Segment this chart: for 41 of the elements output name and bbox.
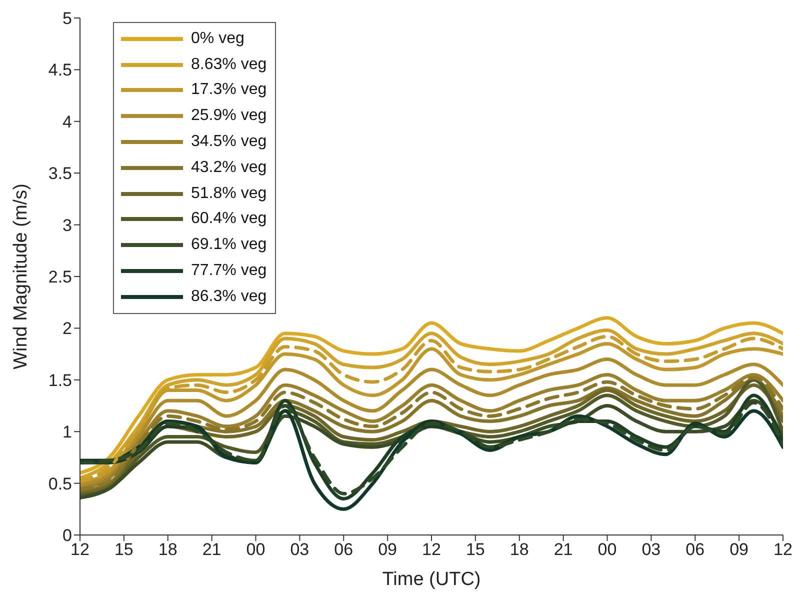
- y-tick-label: 2.5: [48, 268, 72, 287]
- legend-label: 69.1% veg: [191, 236, 267, 254]
- x-tick-label: 21: [202, 540, 222, 560]
- x-tick-label: 00: [246, 540, 266, 560]
- y-tick-label: 4: [62, 112, 72, 132]
- legend-label: 34.5% veg: [191, 133, 267, 152]
- x-tick-label: 09: [378, 540, 398, 560]
- legend-label: 25.9% veg: [191, 107, 267, 126]
- x-tick-label: 18: [158, 540, 178, 560]
- x-tick-label: 18: [510, 540, 529, 560]
- y-tick-label: 3: [62, 216, 72, 235]
- legend-label: 60.4% veg: [191, 210, 267, 228]
- legend-label: 0% veg: [191, 30, 244, 48]
- x-tick-label: 03: [642, 540, 661, 560]
- y-tick-label: 5: [62, 9, 72, 28]
- y-tick-label: 4.5: [48, 60, 72, 80]
- x-tick-label: 09: [730, 540, 749, 560]
- x-tick-label: 06: [334, 540, 354, 560]
- x-tick-label: 03: [290, 540, 310, 560]
- y-tick-label: 1: [62, 422, 72, 442]
- x-tick-label: 06: [686, 540, 705, 560]
- x-axis-title: Time (UTC): [382, 569, 481, 590]
- legend-label: 51.8% veg: [191, 184, 267, 203]
- y-tick-label: 1.5: [48, 370, 72, 390]
- y-tick-label: 0.5: [48, 474, 72, 494]
- x-tick-label: 12: [774, 540, 792, 560]
- x-tick-label: 15: [466, 540, 485, 560]
- y-tick-label: 3.5: [48, 164, 72, 184]
- x-tick-label: 21: [554, 540, 573, 560]
- x-tick-label: 12: [70, 540, 90, 560]
- legend-label: 77.7% veg: [191, 262, 267, 280]
- x-tick-label: 12: [422, 540, 441, 560]
- legend-label: 8.63% veg: [191, 56, 267, 74]
- legend-label: 17.3% veg: [191, 81, 267, 100]
- y-axis-title: Wind Magnitude (m/s): [10, 184, 32, 370]
- y-tick-label: 2: [62, 319, 72, 338]
- legend-label: 43.2% veg: [191, 158, 267, 177]
- legend-label: 86.3% veg: [191, 288, 267, 306]
- y-tick-label: 0: [62, 526, 72, 546]
- x-tick-label: 15: [114, 540, 134, 560]
- x-tick-label: 00: [598, 540, 617, 560]
